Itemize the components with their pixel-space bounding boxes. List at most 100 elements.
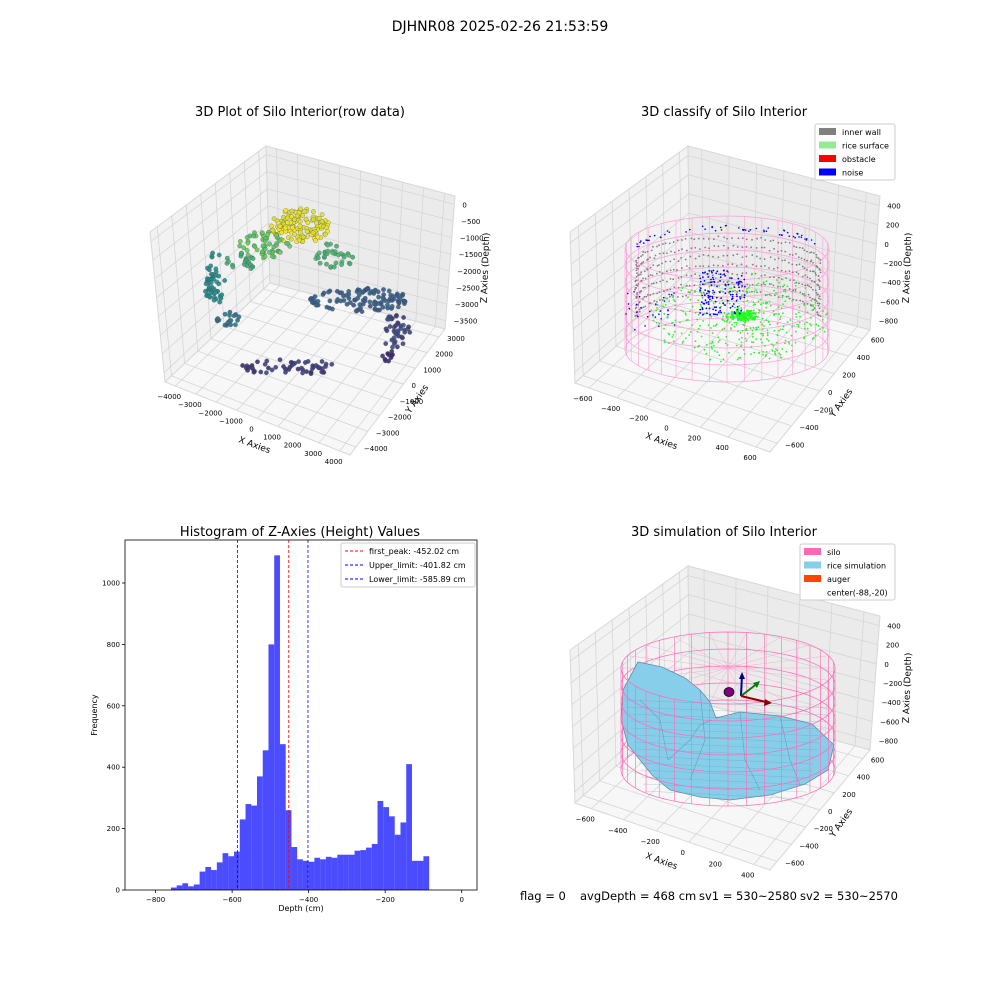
noise-point (720, 297, 722, 299)
point (236, 314, 242, 320)
rice-point (751, 335, 754, 338)
noise-point (731, 297, 734, 300)
wall-point (726, 281, 729, 283)
point (250, 256, 256, 261)
rice-point (765, 319, 768, 322)
point (296, 237, 302, 243)
rice-point (680, 332, 683, 335)
wall-point (768, 249, 771, 252)
rice-point (791, 344, 793, 347)
rice-point (766, 301, 769, 304)
wall-point (680, 256, 682, 259)
wall-point (690, 274, 693, 277)
point (341, 254, 347, 260)
wall-point (640, 271, 643, 274)
wall-point (656, 292, 659, 295)
rice-point (753, 290, 756, 293)
point (389, 304, 395, 309)
wall-point (799, 299, 802, 302)
point (208, 280, 214, 286)
noise-point (685, 231, 687, 233)
rice-point (731, 317, 735, 321)
noise-point (699, 287, 702, 290)
z-tick-label: −800 (879, 737, 898, 745)
rice-point (811, 338, 814, 340)
rice-point (825, 313, 827, 316)
rice-point (668, 342, 670, 344)
wall-point (784, 259, 786, 262)
point (365, 286, 371, 292)
point (339, 262, 344, 267)
x-tick-label: −800 (146, 896, 165, 904)
rice-point (764, 355, 767, 358)
noise-point (639, 241, 641, 244)
wall-point (722, 254, 725, 257)
noise-point (739, 296, 741, 298)
legend-label: rice simulation (827, 562, 886, 571)
noise-point (737, 284, 740, 286)
wall-point (651, 274, 654, 277)
noise-point (738, 312, 741, 314)
rice-point (712, 325, 715, 327)
rice-point (712, 302, 715, 305)
histogram-bar (279, 744, 286, 890)
wall-point (806, 250, 808, 253)
histogram-bar (348, 854, 355, 890)
point (254, 247, 260, 253)
rice-point (787, 341, 790, 344)
noise-point (731, 295, 734, 298)
point (319, 219, 325, 224)
wall-point (636, 284, 639, 287)
point (240, 363, 245, 368)
x-tick-label: −3000 (178, 401, 202, 409)
wall-point (811, 280, 813, 282)
rice-point (681, 287, 684, 289)
rice-point (704, 282, 707, 285)
rice-point (796, 323, 799, 326)
wall-point (731, 263, 734, 266)
wall-point (736, 246, 739, 248)
point (215, 316, 221, 321)
wall-point (712, 264, 715, 267)
point (348, 300, 353, 305)
rice-point (735, 314, 739, 318)
rice-point (743, 353, 746, 355)
point (347, 261, 353, 267)
wall-point (636, 267, 639, 270)
wall-point (642, 251, 645, 253)
wall-point (816, 313, 819, 316)
rice-point (781, 278, 784, 281)
rice-point (674, 330, 676, 333)
panel-classify-3d: 3D classify of Silo Interior −600 −400 −20… (569, 105, 914, 462)
noise-point (636, 245, 638, 248)
rice-point (731, 313, 734, 317)
wall-point (643, 270, 646, 273)
rice-point (655, 321, 658, 324)
histogram-bar (411, 860, 418, 890)
rice-point (778, 281, 780, 284)
rice-point (710, 299, 713, 302)
wall-point (712, 255, 714, 258)
noise-point (655, 303, 657, 305)
y-tick-label: 0 (411, 382, 415, 390)
panel4-legend: silo rice simulation auger center(-88,-20) (799, 543, 896, 601)
rice-point (759, 303, 762, 306)
rice-point (815, 323, 818, 326)
wall-point (669, 288, 672, 291)
noise-point (724, 304, 726, 306)
histogram-bar (216, 862, 223, 890)
wall-point (755, 247, 758, 249)
wall-point (750, 246, 753, 249)
wall-point (637, 283, 640, 285)
noise-point (715, 272, 718, 275)
point (386, 288, 392, 294)
rice-point (779, 318, 781, 320)
point (237, 239, 243, 244)
footer-flag: flag = 0 (520, 889, 566, 903)
x-tick-label: 400 (716, 444, 729, 452)
wall-point (664, 260, 667, 263)
rice-point (733, 321, 736, 324)
rice-point (710, 327, 712, 329)
rice-point (697, 327, 700, 330)
rice-point (728, 292, 731, 295)
